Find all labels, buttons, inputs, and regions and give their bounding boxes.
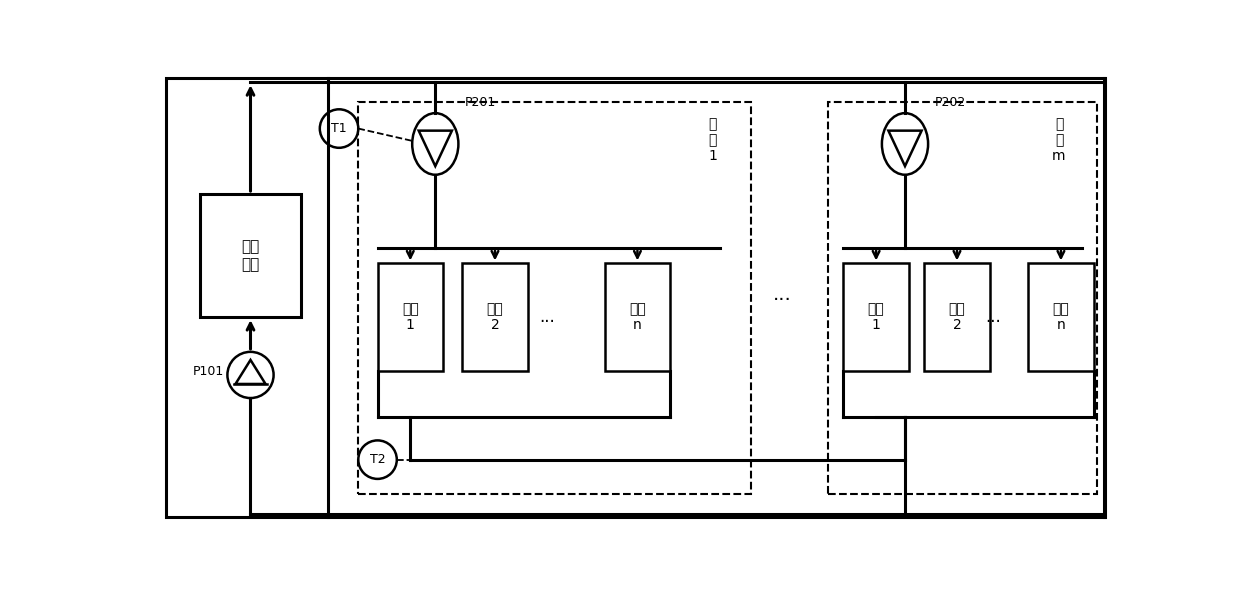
Text: 空调
2: 空调 2 [949,302,966,332]
FancyBboxPatch shape [201,194,300,317]
FancyBboxPatch shape [843,263,909,371]
Text: 空调
2: 空调 2 [486,302,503,332]
Text: P101: P101 [192,365,223,378]
FancyBboxPatch shape [605,263,670,371]
FancyBboxPatch shape [377,263,443,371]
FancyBboxPatch shape [463,263,528,371]
Text: ...: ... [539,308,554,326]
Text: P201: P201 [465,96,496,109]
Text: 空调
n: 空调 n [629,302,646,332]
Text: P202: P202 [934,96,966,109]
FancyBboxPatch shape [924,263,990,371]
Text: ...: ... [986,308,1002,326]
Text: 空调
n: 空调 n [1053,302,1069,332]
Text: ...: ... [773,284,791,304]
Text: 分
区
1: 分 区 1 [708,117,717,163]
Text: 冷水
机组: 冷水 机组 [242,240,259,272]
Text: T1: T1 [331,122,347,135]
Text: 分
区
m: 分 区 m [1053,117,1065,163]
Text: T2: T2 [370,453,386,466]
Text: 空调
1: 空调 1 [868,302,884,332]
Text: 空调
1: 空调 1 [402,302,419,332]
FancyBboxPatch shape [1028,263,1094,371]
